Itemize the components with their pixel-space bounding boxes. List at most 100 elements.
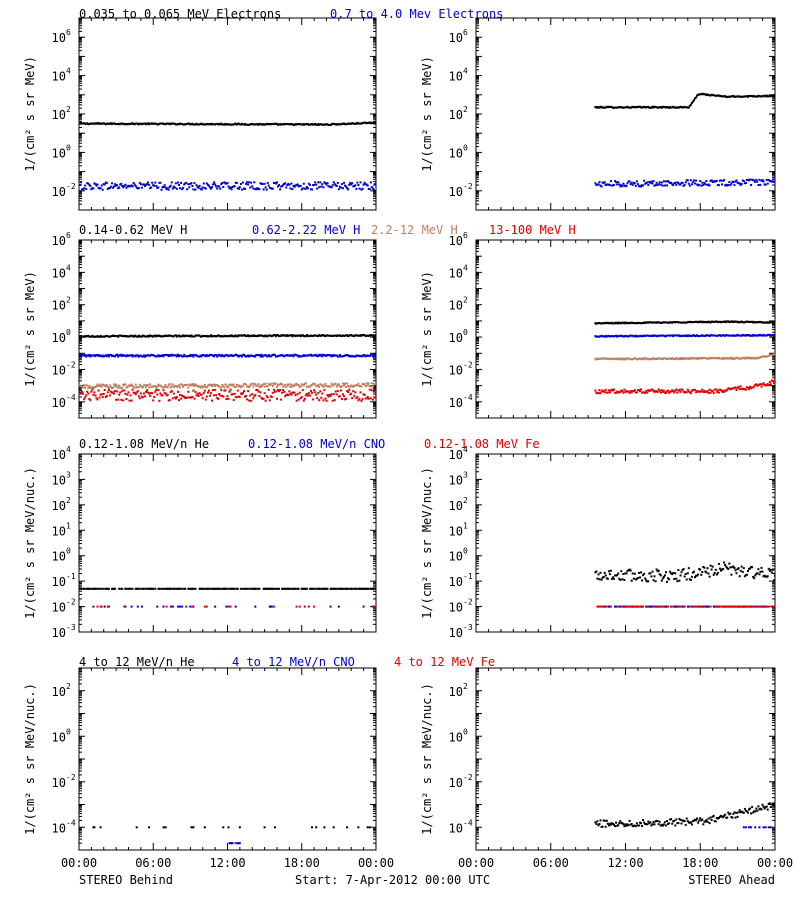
data-point: [774, 178, 775, 181]
data-point: [697, 335, 700, 338]
data-point: [153, 122, 156, 125]
data-point: [757, 184, 760, 186]
data-point: [263, 182, 266, 185]
data-point: [628, 605, 631, 608]
data-point: [771, 379, 774, 382]
data-point: [311, 354, 313, 357]
data-point: [629, 569, 632, 572]
data-point: [155, 184, 158, 187]
data-point: [191, 605, 194, 608]
data-point: [297, 123, 300, 125]
data-point: [249, 384, 252, 387]
data-point: [679, 605, 682, 608]
data-point: [667, 321, 669, 324]
data-point: [142, 183, 145, 186]
data-point: [260, 386, 263, 388]
y-tick-exponent: -3: [463, 623, 473, 632]
data-point: [245, 355, 247, 358]
data-point: [360, 334, 363, 337]
data-point: [102, 587, 105, 590]
y-tick-exponent: -1: [463, 572, 473, 581]
data-point: [673, 391, 676, 394]
data-point: [94, 355, 97, 358]
data-point: [284, 384, 287, 387]
data-point: [284, 354, 287, 357]
data-point: [707, 320, 710, 323]
data-point: [634, 184, 637, 187]
data-point: [663, 335, 666, 338]
data-point: [224, 389, 227, 392]
data-point: [348, 183, 351, 186]
data-point: [333, 183, 336, 186]
data-point: [241, 353, 244, 356]
data-point: [764, 321, 767, 324]
data-point: [299, 397, 302, 400]
data-point: [96, 398, 99, 401]
data-point: [699, 357, 702, 359]
data-point: [678, 106, 681, 109]
data-point: [123, 335, 126, 338]
data-point: [109, 335, 112, 338]
data-point: [749, 567, 751, 570]
data-point: [258, 187, 261, 190]
data-point: [347, 354, 350, 357]
data-point: [599, 605, 602, 608]
data-point: [267, 354, 270, 356]
data-point: [132, 123, 135, 125]
data-point: [167, 188, 170, 191]
data-point: [139, 384, 142, 387]
data-point: [331, 184, 334, 187]
data-point: [231, 355, 234, 357]
data-point: [256, 384, 259, 387]
data-point: [366, 384, 369, 387]
data-point: [171, 383, 174, 386]
data-point: [680, 571, 683, 574]
data-point: [119, 123, 122, 126]
data-point: [257, 383, 260, 386]
data-point: [680, 106, 683, 109]
data-point: [694, 357, 696, 360]
data-point: [623, 335, 626, 338]
data-point: [93, 354, 96, 357]
data-point: [116, 385, 119, 388]
data-point: [89, 587, 92, 590]
data-point: [615, 574, 618, 577]
data-point: [98, 385, 101, 388]
data-point: [151, 392, 154, 395]
data-point: [316, 397, 319, 400]
data-point: [309, 394, 311, 397]
data-point: [697, 357, 700, 360]
data-point: [707, 334, 710, 337]
data-point: [288, 383, 291, 386]
data-point: [345, 397, 348, 400]
data-point: [368, 355, 371, 357]
y-tick-label: 10: [52, 448, 66, 462]
data-point: [759, 95, 762, 98]
data-point: [274, 587, 277, 590]
data-point: [360, 385, 363, 388]
y-axis-label: 1/(cm² s sr MeV/nuc.): [23, 467, 37, 619]
data-point: [675, 388, 678, 391]
data-point: [621, 185, 624, 188]
data-point: [279, 389, 282, 392]
data-point: [675, 183, 678, 186]
data-point: [707, 392, 710, 394]
data-point: [271, 385, 274, 387]
data-point: [228, 123, 231, 126]
data-point: [293, 384, 296, 387]
data-point: [330, 334, 333, 337]
data-point: [218, 334, 221, 337]
data-point: [162, 587, 165, 590]
data-point: [631, 572, 634, 575]
data-point: [185, 181, 188, 184]
data-point: [604, 106, 607, 109]
data-point: [221, 384, 224, 386]
y-tick-label: 10: [449, 331, 463, 345]
data-point: [357, 399, 360, 402]
data-point: [628, 334, 631, 337]
data-point: [160, 587, 163, 590]
data-point: [702, 93, 705, 96]
data-point: [762, 355, 765, 358]
data-point: [248, 181, 251, 184]
data-point: [727, 387, 730, 390]
